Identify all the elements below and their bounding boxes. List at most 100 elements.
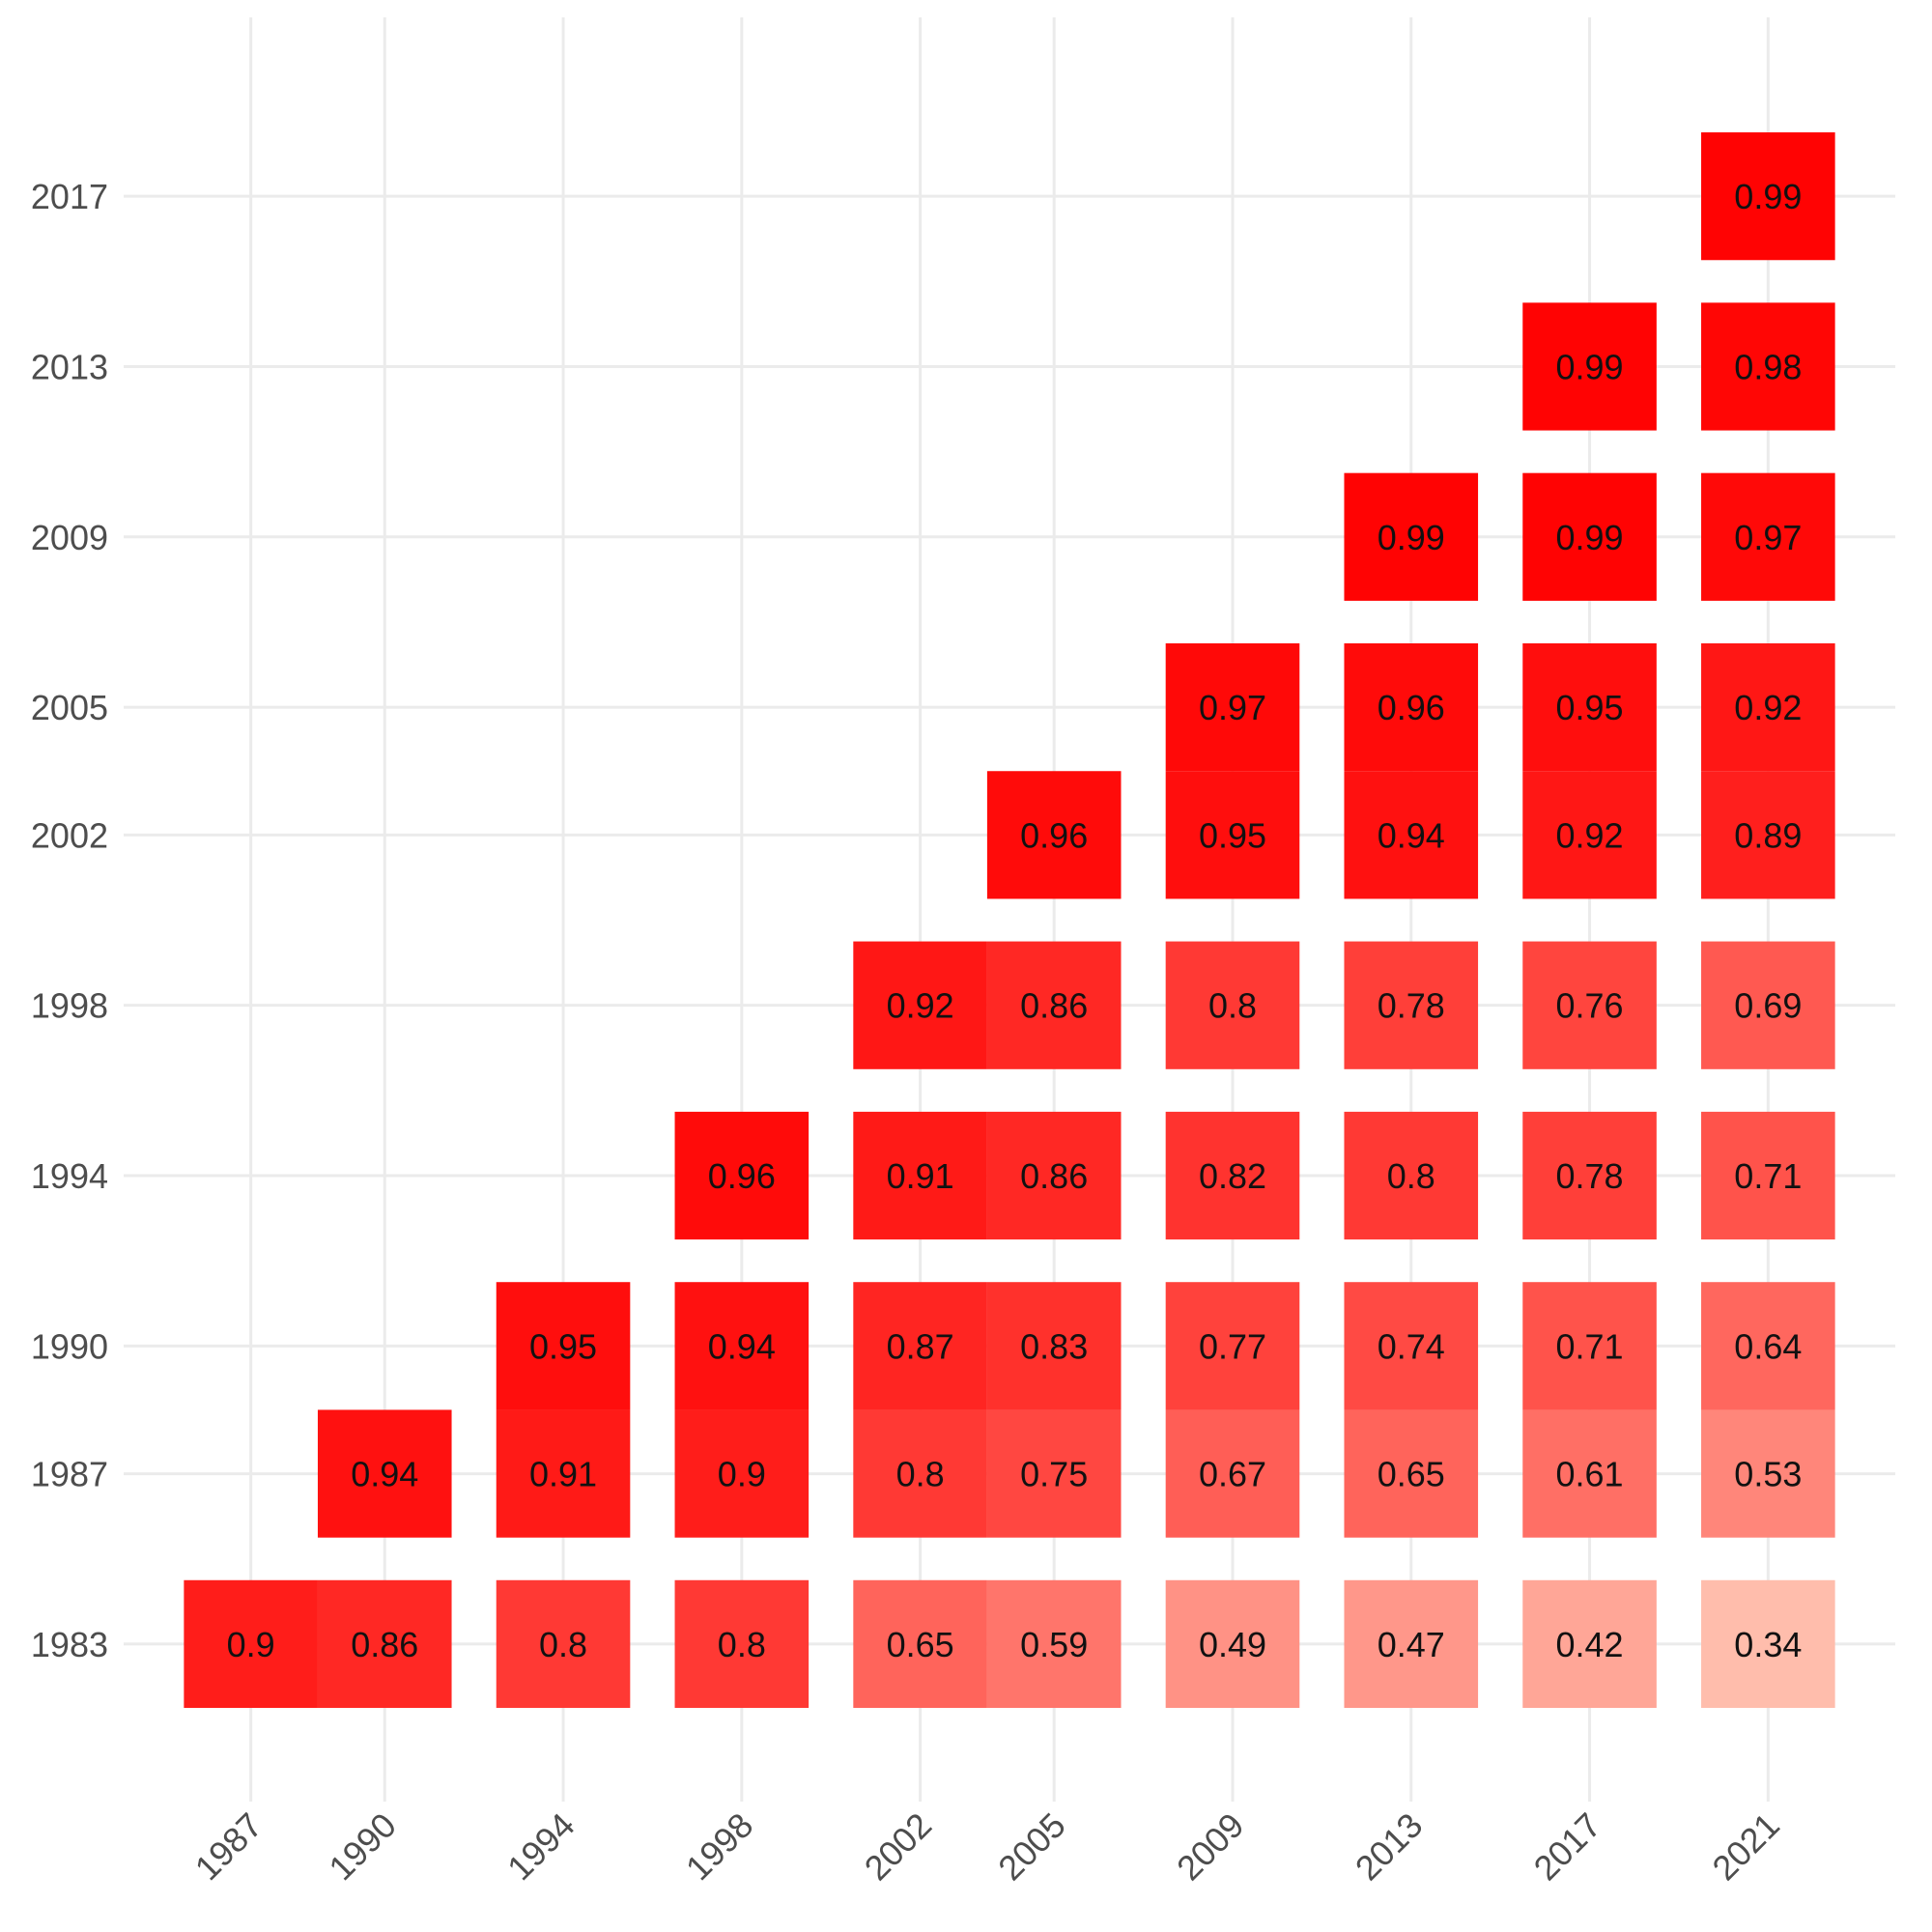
heatmap-cell-2009-1987 [1165,1409,1300,1538]
cell-value-label: 0.97 [1734,518,1802,557]
heatmap-cell-2005-2002 [986,771,1122,899]
heatmap-cell-1998-1994 [674,1111,810,1240]
cell-value-label: 0.64 [1734,1326,1802,1366]
cell-value-label: 0.92 [1734,688,1802,727]
cell-value-label: 0.61 [1556,1455,1624,1494]
cell-value-label: 0.92 [1556,815,1624,855]
cell-value-label: 0.96 [708,1156,776,1196]
heatmap-cell-2021-1987 [1701,1409,1835,1538]
heatmap-cell-2017-2013 [1522,302,1657,431]
y-tick-label: 2009 [31,518,108,557]
heatmap-cell-2021-2005 [1701,642,1835,772]
y-tick-label: 1998 [31,986,108,1026]
heatmap-cell-2009-1998 [1165,941,1300,1069]
cell-value-label: 0.69 [1734,986,1802,1026]
y-axis-tick-labels: 1983 1987 1990 1994 1998 2002 2005 2009 2013 2017 [31,177,108,1664]
cell-value-label: 0.65 [887,1625,954,1664]
heatmap-cell-1994-1983 [496,1579,631,1709]
cell-value-label: 0.92 [887,986,954,1026]
x-axis-tick-labels: 1987 1990 1994 1998 2002 2005 2009 2013 2017 2021 [187,1805,1787,1889]
cell-value-label: 0.77 [1199,1326,1266,1366]
y-tick-label: 2017 [31,177,108,216]
heatmap-cells [184,132,1835,1709]
heatmap-cell-1998-1983 [674,1579,810,1709]
heatmap-cell-2005-1994 [986,1111,1122,1240]
heatmap-cell-2013-2009 [1344,472,1479,601]
cell-value-label: 0.99 [1556,347,1624,386]
cell-value-label: 0.95 [529,1326,597,1366]
heatmap-cell-1987-1983 [184,1579,318,1709]
cell-value-label: 0.34 [1734,1625,1802,1664]
heatmap-cell-1990-1983 [317,1579,452,1709]
heatmap-cell-2021-2002 [1701,771,1835,899]
heatmap-cell-2009-2002 [1165,771,1300,899]
heatmap-cell-2002-1990 [853,1282,987,1410]
heatmap-cell-2017-1983 [1522,1579,1657,1709]
cell-value-label: 0.86 [351,1625,418,1664]
cell-value-label: 0.82 [1199,1156,1266,1196]
cell-value-label: 0.86 [1020,986,1088,1026]
heatmap-cell-2005-1990 [986,1282,1122,1410]
heatmap-cell-2009-1990 [1165,1282,1300,1410]
x-tick-label: 2017 [1526,1805,1609,1889]
x-tick-label: 2021 [1704,1805,1787,1889]
cell-value-label: 0.78 [1378,986,1445,1026]
heatmap-cell-2017-1987 [1522,1409,1657,1538]
cell-value-label: 0.53 [1734,1455,1802,1494]
heatmap-cell-2021-1990 [1701,1282,1835,1410]
heatmap-cell-2017-2009 [1522,472,1657,601]
cell-value-label: 0.65 [1378,1455,1445,1494]
heatmap-cell-1990-1987 [317,1409,452,1538]
cell-value-label: 0.8 [539,1625,587,1664]
heatmap-cell-1994-1987 [496,1409,631,1538]
heatmap-cell-2017-2002 [1522,771,1657,899]
cell-value-label: 0.78 [1556,1156,1624,1196]
cell-value-label: 0.96 [1020,815,1088,855]
cell-value-label: 0.97 [1199,688,1266,727]
heatmap-cell-2021-1998 [1701,941,1835,1069]
y-tick-label: 1983 [31,1625,108,1664]
cell-value-label: 0.94 [351,1455,418,1494]
heatmap-cell-2013-1990 [1344,1282,1479,1410]
cell-value-labels: 0.9 0.86 0.8 0.8 0.65 0.59 0.49 0.47 0.42 0.34 0.9… [227,177,1803,1664]
heatmap-cell-2005-1998 [986,941,1122,1069]
heatmap-cell-2017-1998 [1522,941,1657,1069]
heatmap-cell-2017-1990 [1522,1282,1657,1410]
cell-value-label: 0.9 [227,1625,275,1664]
heatmap-cell-2013-2002 [1344,771,1479,899]
cell-value-label: 0.59 [1020,1625,1088,1664]
heatmap-cell-1998-1987 [674,1409,810,1538]
heatmap-cell-2021-1983 [1701,1579,1835,1709]
cell-value-label: 0.71 [1734,1156,1802,1196]
heatmap-cell-2013-1998 [1344,941,1479,1069]
x-tick-label: 1994 [499,1805,582,1889]
x-tick-label: 1998 [678,1805,761,1889]
cell-value-label: 0.99 [1556,518,1624,557]
cell-value-label: 0.8 [718,1625,766,1664]
heatmap-cell-2021-2013 [1701,302,1835,431]
heatmap-cell-2021-1994 [1701,1111,1835,1240]
heatmap-cell-1994-1990 [496,1282,631,1410]
cell-value-label: 0.42 [1556,1625,1624,1664]
x-tick-label: 1990 [321,1805,404,1889]
heatmap-cell-2013-1983 [1344,1579,1479,1709]
heatmap-cell-2002-1994 [853,1111,987,1240]
heatmap-cell-2017-2005 [1522,642,1657,772]
heatmap-cell-2013-1994 [1344,1111,1479,1240]
cell-value-label: 0.91 [529,1455,597,1494]
cell-value-label: 0.89 [1734,815,1802,855]
cell-value-label: 0.47 [1378,1625,1445,1664]
x-tick-label: 2009 [1169,1805,1252,1889]
cell-value-label: 0.87 [887,1326,954,1366]
heatmap-cell-2005-1987 [986,1409,1122,1538]
cell-value-label: 0.99 [1734,177,1802,216]
heatmap-cell-2002-1998 [853,941,987,1069]
x-tick-label: 2005 [990,1805,1073,1889]
y-tick-label: 1990 [31,1326,108,1366]
x-tick-label: 2002 [857,1805,940,1889]
heatmap-cell-2009-1983 [1165,1579,1300,1709]
y-tick-label: 1994 [31,1156,108,1196]
y-tick-label: 2013 [31,347,108,386]
cell-value-label: 0.8 [1387,1156,1435,1196]
